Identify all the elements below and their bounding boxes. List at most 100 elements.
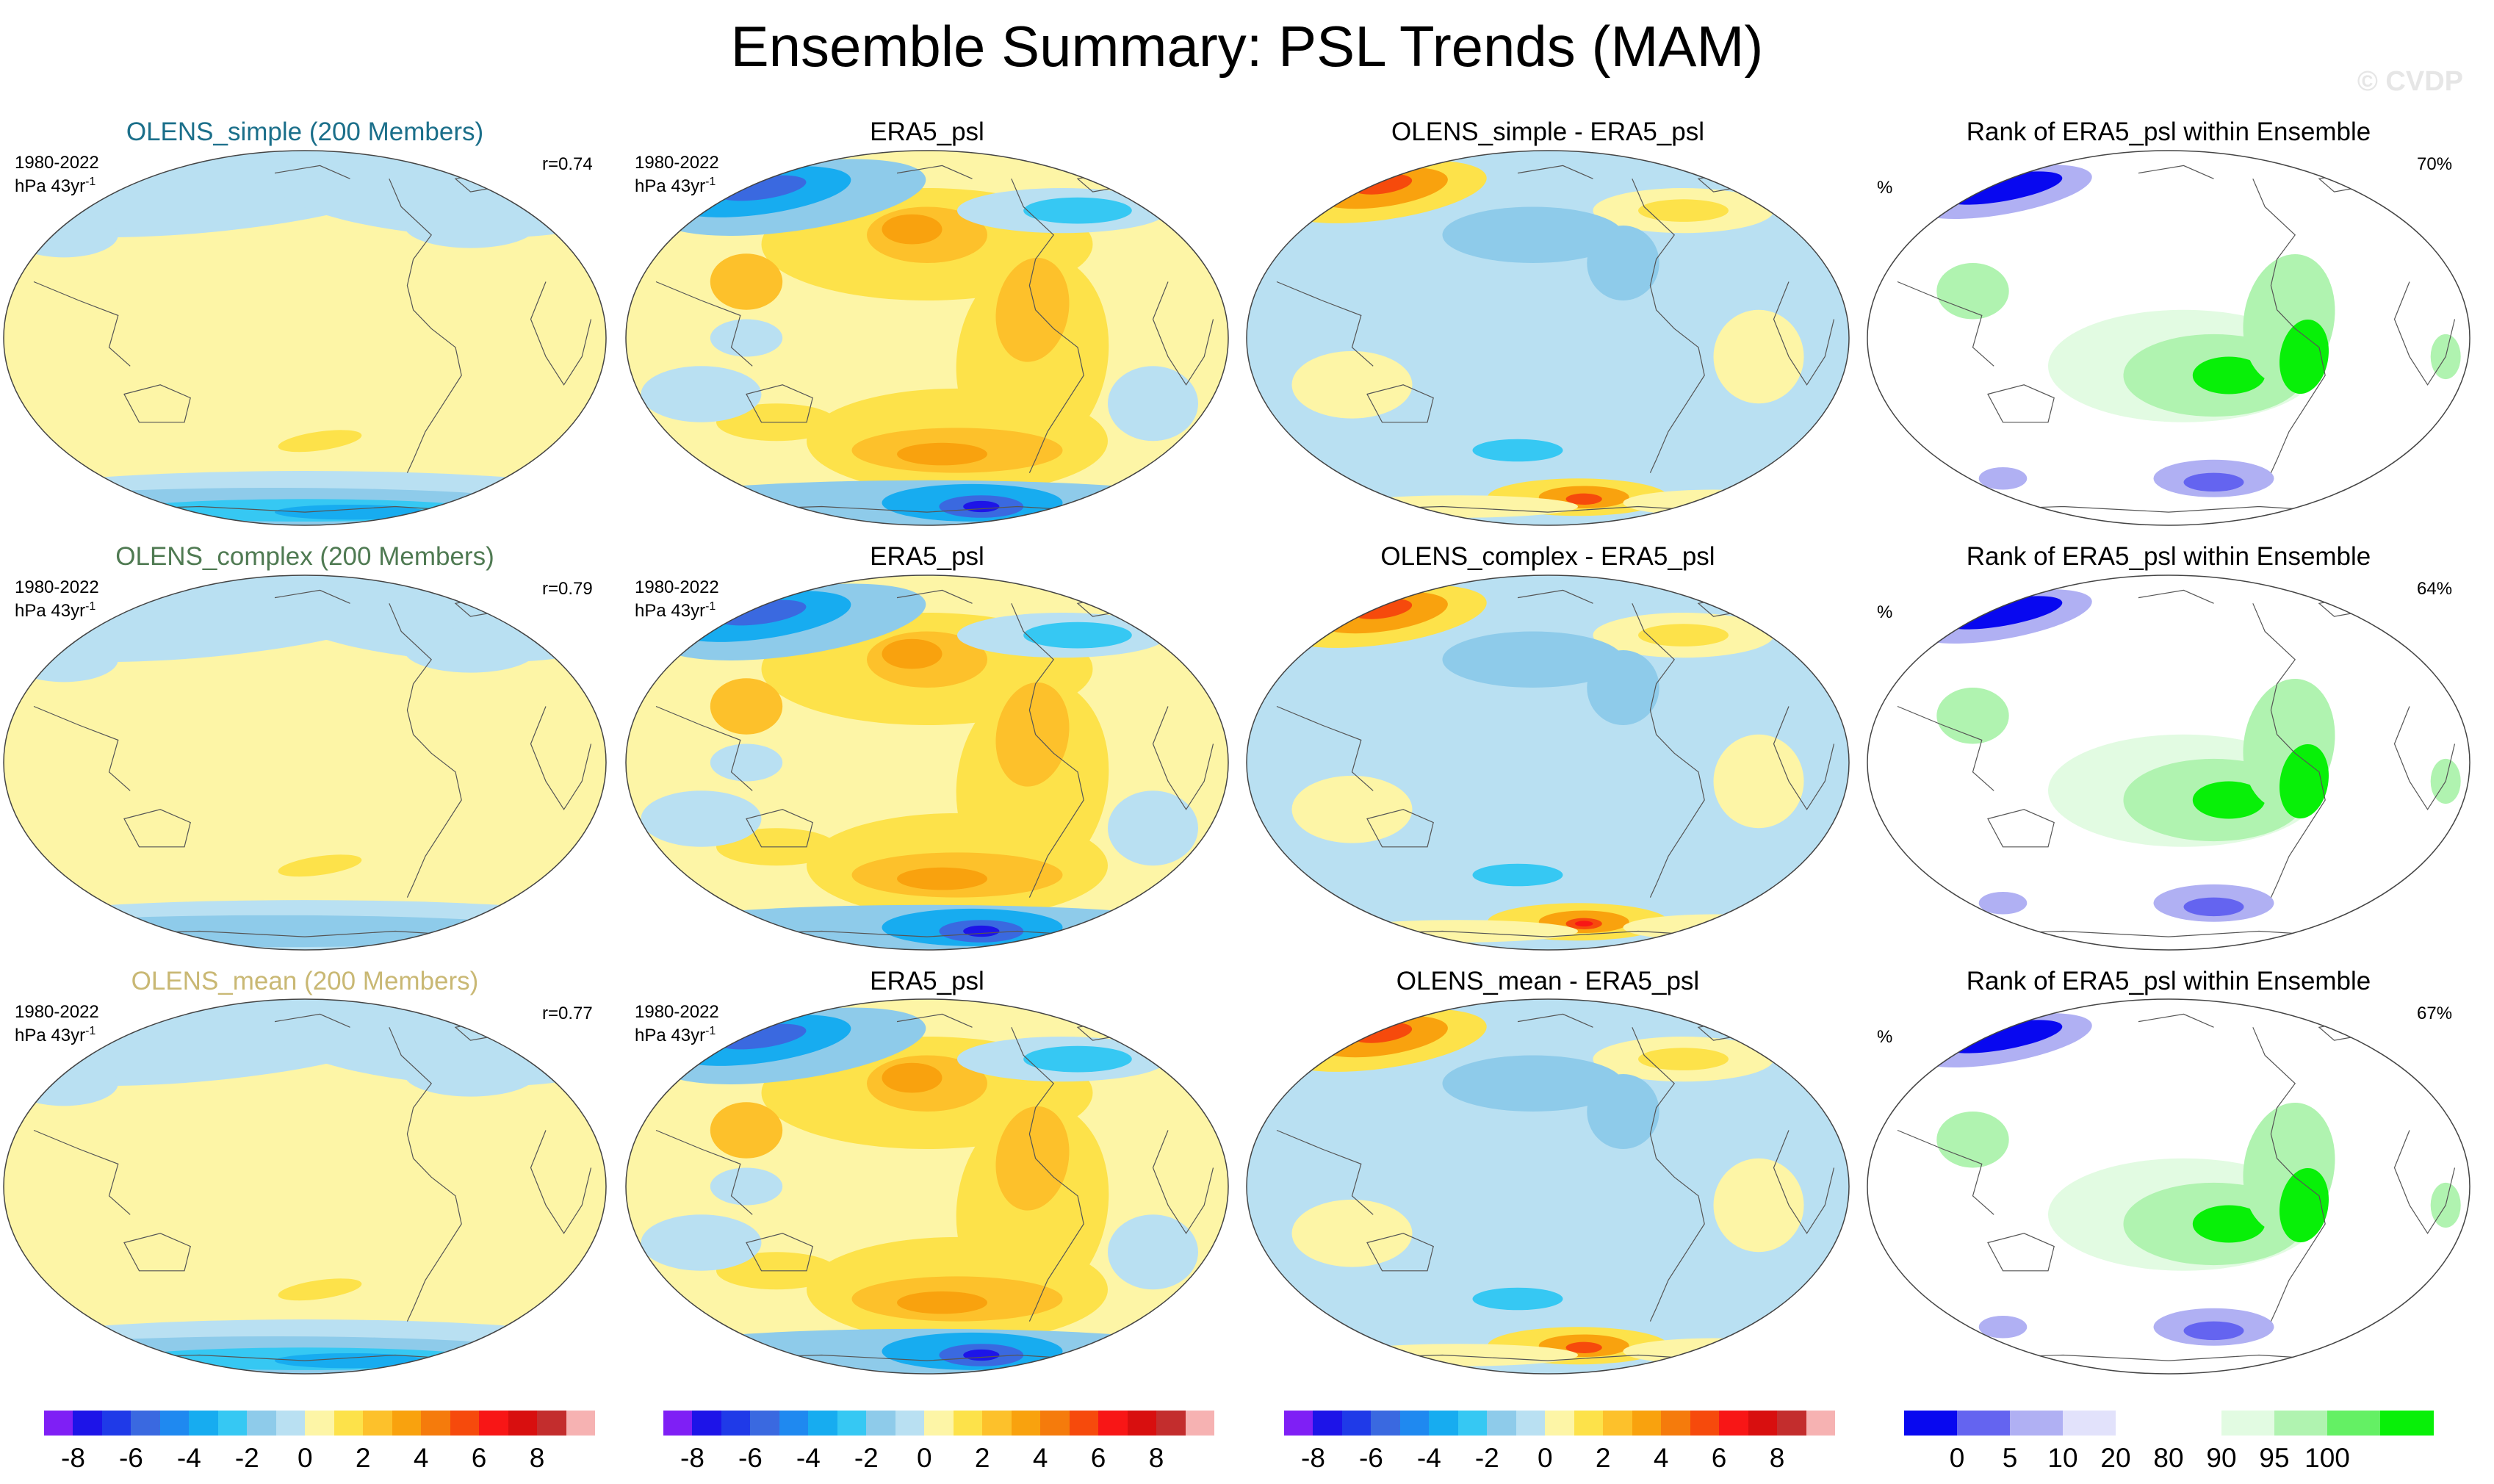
colorbar-swatch (159, 1411, 190, 1436)
coastline (389, 179, 462, 473)
ensemble-trend-map (3, 574, 607, 951)
colorbar-swatch (2221, 1411, 2275, 1436)
coastline (1517, 165, 1593, 179)
colorbar-tick-label: -6 (1358, 1443, 1383, 1473)
field-contour (1574, 921, 1593, 927)
coastline (1897, 281, 1994, 367)
field-contour (1713, 309, 1804, 404)
field-contour (1472, 1287, 1563, 1311)
coastline (2138, 1013, 2214, 1028)
rank-panel-title: Rank of ERA5_psl within Ensemble (1966, 118, 2371, 146)
field-contour (1713, 1158, 1804, 1253)
field-contour (278, 854, 362, 877)
colorbar-swatch (953, 1411, 983, 1436)
colorbar-swatch (1515, 1411, 1546, 1436)
colorbar-swatch (1661, 1411, 1691, 1436)
colorbar-tick-label: 0 (1949, 1443, 1965, 1473)
colorbar-swatch (1545, 1411, 1575, 1436)
colorbar-tick-label: 2 (355, 1443, 371, 1473)
obs-trend-map (625, 998, 1229, 1375)
coastline (1773, 706, 1835, 810)
colorbar-swatch (2169, 1411, 2222, 1436)
colorbar-swatch (837, 1411, 867, 1436)
coastline (2252, 1027, 2326, 1322)
coastline (530, 1130, 592, 1234)
field-contour (710, 1167, 783, 1206)
colorbar-swatch (189, 1411, 219, 1436)
units-exponent: -1 (705, 600, 716, 613)
colorbar-swatch (1574, 1411, 1604, 1436)
field-contour (1023, 622, 1132, 649)
colorbar-swatch (692, 1411, 722, 1436)
field-contour (1936, 1112, 2009, 1168)
colorbar-tick-label: 80 (2153, 1443, 2184, 1473)
field-contour (1638, 199, 1729, 222)
difference-map (1246, 150, 1850, 526)
coastline (896, 589, 973, 604)
colorbar-swatch (1487, 1411, 1517, 1436)
field-contour (1337, 495, 1578, 518)
coastline (1276, 281, 1374, 367)
colorbar-swatch (566, 1411, 596, 1436)
coastline (2393, 1130, 2456, 1234)
coastline (655, 705, 753, 791)
coastline (746, 384, 813, 423)
field-contour (1978, 891, 2028, 915)
pattern-correlation: r=0.77 (542, 1004, 593, 1023)
map-boundary (1867, 574, 2470, 951)
units-label: hPa 43yr-1 (15, 597, 95, 622)
units-exponent: -1 (85, 1025, 96, 1037)
units-exponent: -1 (705, 176, 716, 188)
colorbar-swatch (275, 1411, 306, 1436)
coastline (1517, 589, 1593, 604)
units-text: hPa 43yr (635, 1026, 706, 1045)
colorbar-swatch (2380, 1411, 2434, 1436)
colorbar-tick-label: 8 (1148, 1443, 1164, 1473)
colorbar-swatch (1690, 1411, 1720, 1436)
field-contour (1291, 1199, 1413, 1267)
coastline (1276, 705, 1374, 791)
field-contour (404, 1051, 537, 1097)
coastline (1897, 705, 1994, 791)
coastline (2393, 281, 2456, 386)
field-contour (404, 627, 537, 673)
field-contour (963, 1349, 1000, 1361)
colorbar-tick-label: 8 (529, 1443, 545, 1473)
colorbar-swatch (1156, 1411, 1186, 1436)
coastline (1897, 1129, 1994, 1215)
colorbar-tick-label: -4 (176, 1443, 201, 1473)
colorbar-swatch (1429, 1411, 1459, 1436)
rank-panel-title: Rank of ERA5_psl within Ensemble (1966, 967, 2371, 995)
colorbar-swatch (44, 1411, 73, 1436)
colorbar-swatch (247, 1411, 277, 1436)
units-text: hPa 43yr (15, 601, 86, 621)
map-boundary (3, 998, 607, 1375)
cvdp-watermark: © CVDP (2357, 66, 2463, 97)
colorbar-tick-label: -6 (118, 1443, 143, 1473)
colorbar-swatch (1603, 1411, 1633, 1436)
colorbar-swatch (1957, 1411, 2011, 1436)
field-contour (882, 1062, 943, 1093)
coastline (1773, 1130, 1835, 1234)
field-contour (710, 1102, 783, 1159)
field-contour (710, 253, 783, 310)
colorbar-tick-label: 6 (1711, 1443, 1727, 1473)
ensemble-panel-title: OLENS_mean (200 Members) (131, 967, 479, 995)
colorbar-tick-label: -8 (61, 1443, 85, 1473)
obs-period-label: 1980-2022 (635, 577, 719, 597)
colorbar-swatch (924, 1411, 954, 1436)
coastline (33, 705, 131, 791)
colorbar-swatch (508, 1411, 538, 1436)
coastline (1152, 281, 1214, 386)
units-text: hPa 43yr (15, 1026, 86, 1045)
field-contour (1108, 1214, 1198, 1290)
coastline (896, 165, 973, 179)
field-contour (710, 678, 783, 735)
rank-colorbar: 0 5 10 20 80 90 95 100 (1904, 1411, 2434, 1480)
rank-percent: 70% (2417, 154, 2453, 174)
period-label: 1980-2022 (15, 577, 99, 597)
coastline (2138, 589, 2214, 604)
field-contour (1943, 1020, 2063, 1053)
field-contour (1023, 197, 1132, 224)
coastline (1987, 1233, 2055, 1272)
